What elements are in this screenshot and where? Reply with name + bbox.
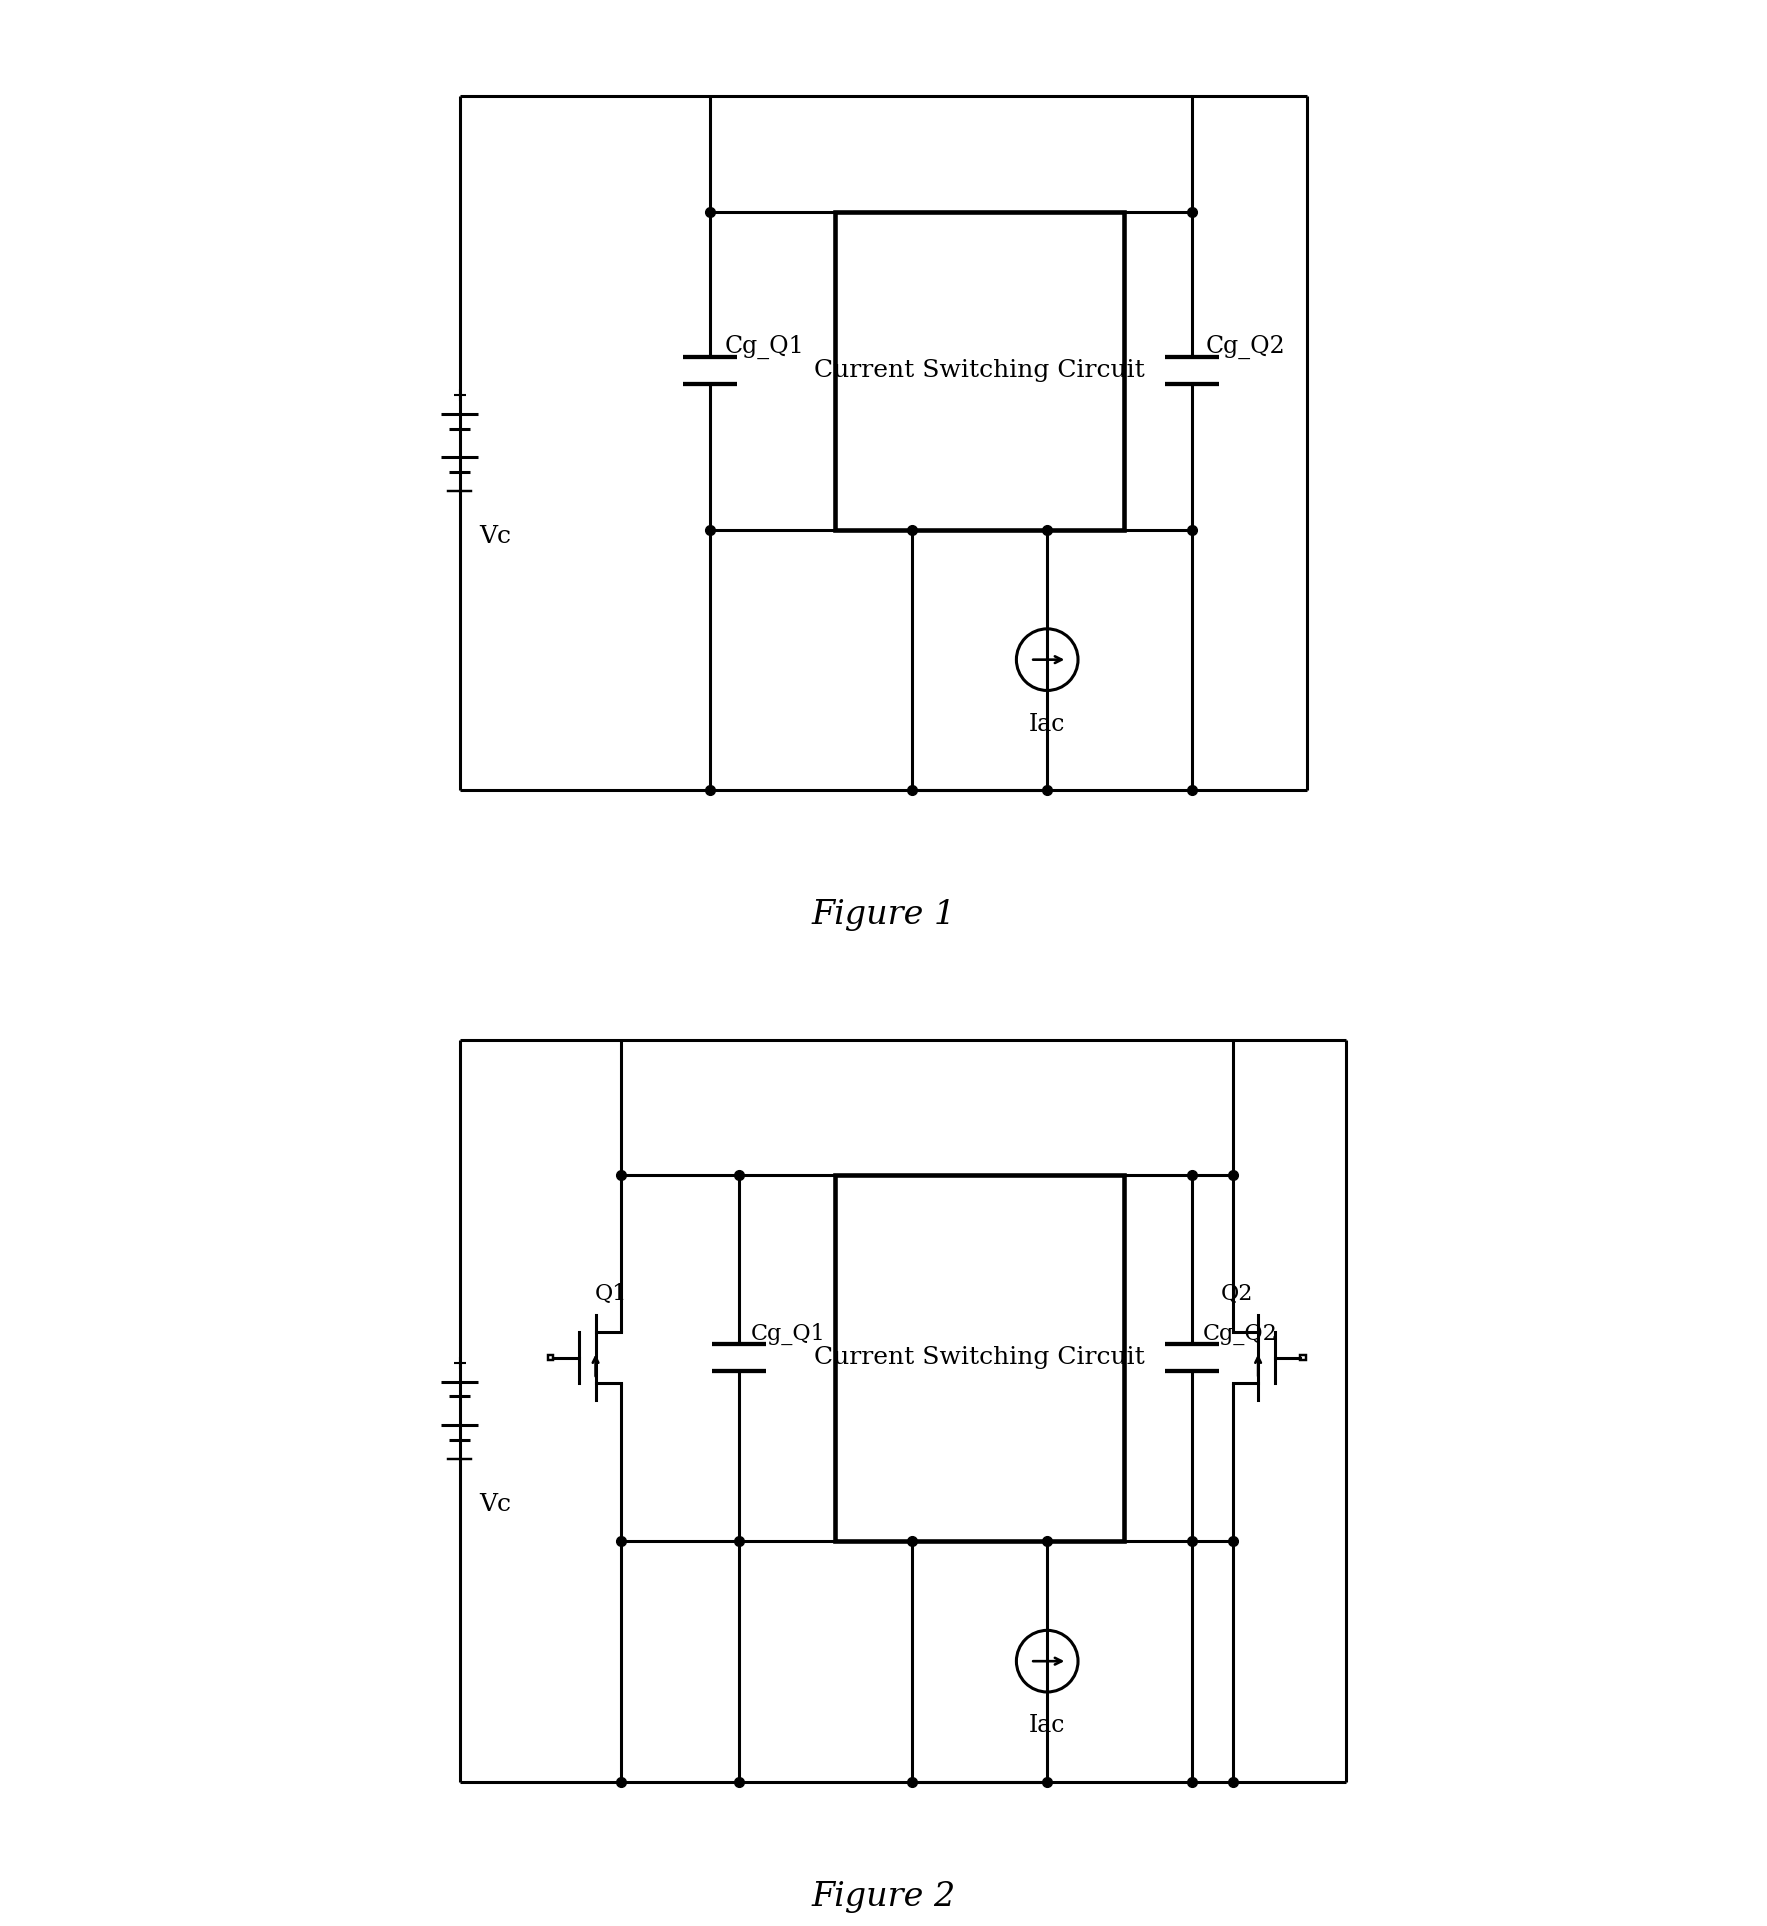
Text: Figure 1: Figure 1 xyxy=(811,899,956,930)
Text: Cg_Q2: Cg_Q2 xyxy=(1207,335,1286,358)
Text: Vc: Vc xyxy=(479,524,511,547)
Text: Q1: Q1 xyxy=(595,1283,627,1306)
Bar xyxy=(1301,1356,1306,1360)
Text: Vc: Vc xyxy=(479,1493,511,1516)
Text: Cg_Q2: Cg_Q2 xyxy=(1203,1323,1278,1344)
Text: Iac: Iac xyxy=(1028,1714,1066,1737)
Bar xyxy=(836,212,1124,530)
Text: Cg_Q1: Cg_Q1 xyxy=(751,1323,825,1344)
Text: Cg_Q1: Cg_Q1 xyxy=(724,335,804,358)
Text: Figure 2: Figure 2 xyxy=(811,1882,956,1913)
Text: Iac: Iac xyxy=(1028,713,1066,736)
Bar xyxy=(548,1356,553,1360)
Bar xyxy=(836,1175,1124,1541)
Text: Q2: Q2 xyxy=(1221,1283,1253,1306)
Text: Current Switching Circuit: Current Switching Circuit xyxy=(815,1346,1145,1369)
Text: Current Switching Circuit: Current Switching Circuit xyxy=(815,360,1145,381)
